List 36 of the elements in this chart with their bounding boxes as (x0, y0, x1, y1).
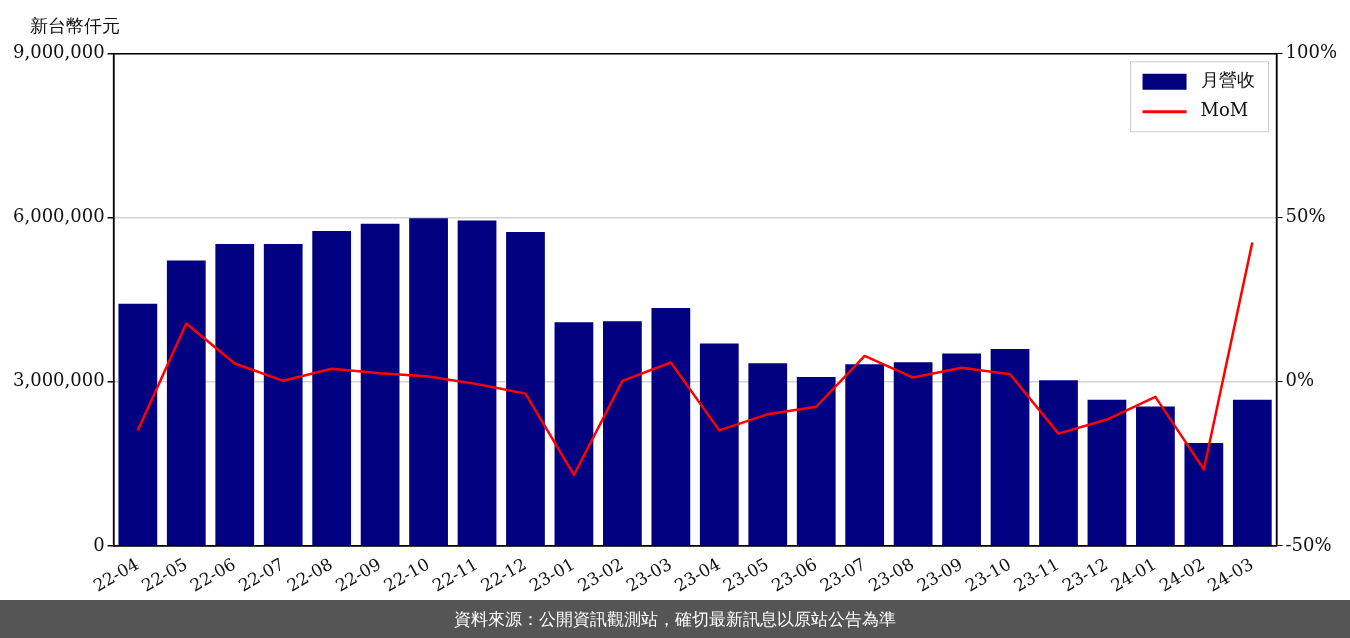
legend-label: MoM (1200, 99, 1249, 121)
bar (215, 244, 255, 546)
legend-label: 月營收 (1200, 69, 1255, 91)
bar (118, 303, 158, 546)
y2-tick-label: -50% (1285, 533, 1332, 555)
y2-tick-label: 100% (1285, 41, 1338, 63)
bar (263, 244, 303, 546)
bar (748, 363, 788, 546)
bar (409, 218, 448, 546)
bar (554, 322, 594, 546)
y-tick-label: 3,000,000 (13, 369, 105, 391)
bar (893, 362, 933, 546)
y-tick-label: 0 (93, 533, 105, 555)
bar (1232, 399, 1272, 546)
bar (942, 353, 981, 546)
bar (845, 364, 885, 546)
bar (312, 230, 352, 546)
bar (166, 260, 206, 546)
bar (1136, 406, 1175, 546)
bar (990, 349, 1030, 546)
bar (603, 321, 642, 546)
y2-tick-label: 0% (1285, 369, 1315, 391)
y-tick-label: 6,000,000 (13, 205, 105, 227)
bar (506, 232, 545, 546)
bar (1184, 443, 1224, 546)
bar (651, 308, 691, 546)
source-note: 資料來源：公開資訊觀測站，確切最新訊息以原站公告為準 (0, 600, 1350, 638)
bar (699, 343, 739, 546)
y-axis-title: 新台幣仟元 (30, 14, 120, 38)
bar (457, 220, 497, 546)
y-tick-label: 9,000,000 (13, 41, 105, 63)
y2-tick-label: 50% (1285, 205, 1326, 227)
bar (796, 376, 836, 546)
bar (1039, 380, 1078, 546)
bar (360, 223, 400, 546)
bar (1087, 399, 1127, 546)
